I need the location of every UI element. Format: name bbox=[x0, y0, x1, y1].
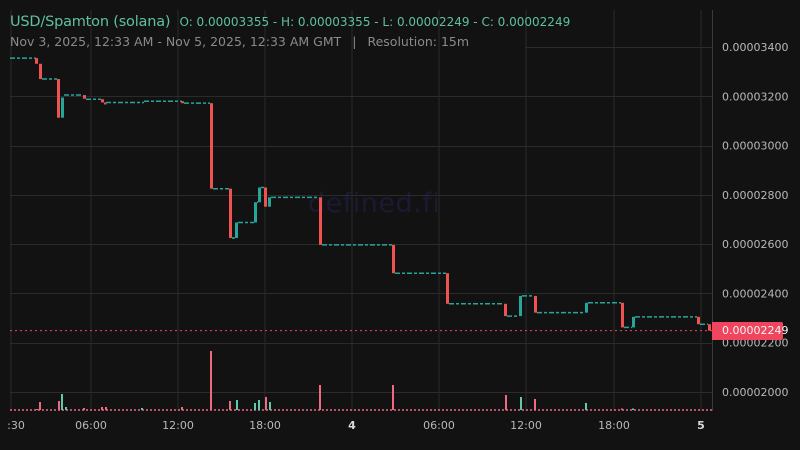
grid-lines bbox=[10, 10, 713, 411]
separator: | bbox=[352, 34, 357, 49]
date-range: Nov 3, 2025, 12:33 AM - Nov 5, 2025, 12:… bbox=[10, 34, 342, 49]
x-axis-label: 18:00 bbox=[249, 419, 281, 432]
x-axis-label: :30 bbox=[7, 419, 25, 432]
x-axis-label: 06:00 bbox=[75, 419, 107, 432]
last-price-tag: 0.00002249 bbox=[712, 322, 788, 340]
volume-bars bbox=[10, 351, 712, 411]
y-axis-label: 0.00003400 bbox=[722, 41, 788, 54]
ohlc-values: O: 0.00003355 - H: 0.00003355 - L: 0.000… bbox=[179, 15, 571, 29]
x-axis-label: 12:00 bbox=[510, 419, 542, 432]
y-axis-label: 0.00002000 bbox=[722, 386, 788, 399]
chart-legend: USD/Spamton (solana) O: 0.00003355 - H: … bbox=[10, 11, 570, 49]
resolution-label: Resolution: 15m bbox=[367, 34, 470, 49]
y-axis-label: 0.00003000 bbox=[722, 140, 788, 153]
x-axis-label: 5 bbox=[697, 419, 705, 432]
watermark: defined.fi bbox=[308, 188, 441, 219]
y-axis-label: 0.00003200 bbox=[722, 90, 788, 103]
chart-subtitle: Nov 3, 2025, 12:33 AM - Nov 5, 2025, 12:… bbox=[10, 34, 570, 49]
x-axis-label: 4 bbox=[348, 419, 356, 432]
x-axis-label: 12:00 bbox=[162, 419, 194, 432]
pair-title: USD/Spamton (solana) bbox=[10, 14, 171, 30]
x-axis[interactable]: :30 06:00 12:00 18:00 4 06:00 12:00 18:00 5 bbox=[7, 419, 705, 432]
y-axis-label: 0.00002800 bbox=[722, 189, 788, 202]
y-axis-label: 0.00002400 bbox=[722, 287, 788, 300]
candlesticks bbox=[10, 57, 711, 331]
x-axis-label: 18:00 bbox=[598, 419, 630, 432]
y-axis-label: 0.00002600 bbox=[722, 238, 788, 251]
y-axis[interactable]: 0.00003400 0.00003200 0.00003000 0.00002800… bbox=[722, 41, 788, 399]
x-axis-label: 06:00 bbox=[423, 419, 455, 432]
